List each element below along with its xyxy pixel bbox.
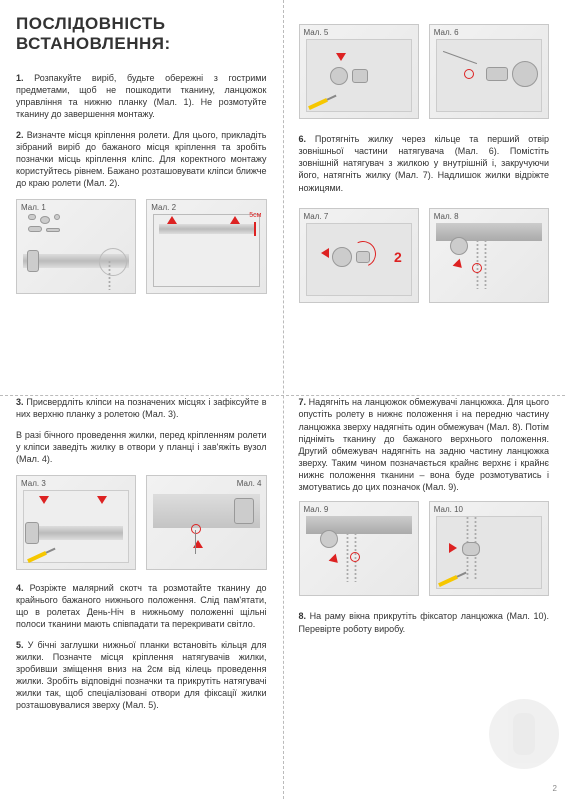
step-8: 8. На раму вікна прикрутіть фіксатор лан…	[299, 610, 550, 634]
step-1: 1. Розпакуйте виріб, будьте обережні з г…	[16, 72, 267, 121]
figure-8-label: Мал. 8	[434, 212, 459, 221]
main-title: ПОСЛІДОВНІСТЬ ВСТАНОВЛЕННЯ:	[16, 14, 267, 54]
watermark-icon	[489, 699, 559, 769]
annot-5cm: 5см	[249, 212, 261, 219]
figure-7: Мал. 7 2	[299, 208, 419, 303]
figure-4: Мал. 4	[146, 475, 266, 570]
fig-row-5-6: Мал. 5 Мал. 6	[299, 24, 550, 119]
figure-2: Мал. 2 5см	[146, 199, 266, 294]
step-3b: В разі бічного проведення жилки, перед к…	[16, 429, 267, 465]
quad-bottom-right: 7. Надягніть на ланцюжок обмежувачі ланц…	[283, 382, 565, 799]
figure-2-label: Мал. 2	[151, 203, 176, 212]
divider-horizontal	[0, 395, 565, 396]
fig-row-1-2: Мал. 1 Мал. 2	[16, 199, 267, 294]
page-number: 2	[553, 784, 557, 793]
quad-bottom-left: 3. Присвердліть кліпси на позначених міс…	[0, 382, 283, 799]
figure-1: Мал. 1	[16, 199, 136, 294]
figure-3-label: Мал. 3	[21, 479, 46, 488]
figure-7-label: Мал. 7	[304, 212, 329, 221]
figure-3: Мал. 3	[16, 475, 136, 570]
step-7: 7. Надягніть на ланцюжок обмежувачі ланц…	[299, 396, 550, 493]
quad-top-right: Мал. 5 Мал. 6 6	[283, 0, 565, 382]
figure-6: Мал. 6	[429, 24, 549, 119]
figure-6-label: Мал. 6	[434, 28, 459, 37]
figure-9-label: Мал. 9	[304, 505, 329, 514]
step-5: 5. У бічні заглушки нижньої планки встан…	[16, 639, 267, 712]
figure-10: Мал. 10	[429, 501, 549, 596]
figure-5-label: Мал. 5	[304, 28, 329, 37]
figure-9: Мал. 9	[299, 501, 419, 596]
quad-top-left: ПОСЛІДОВНІСТЬ ВСТАНОВЛЕННЯ: 1. Розпакуйт…	[0, 0, 283, 382]
figure-10-label: Мал. 10	[434, 505, 463, 514]
fig-row-9-10: Мал. 9 Мал. 10	[299, 501, 550, 596]
step-2: 2. Визначте місця кріплення ролети. Для …	[16, 129, 267, 190]
fig-row-3-4: Мал. 3 Мал. 4	[16, 475, 267, 570]
fig-row-7-8: Мал. 7 2 Мал. 8	[299, 208, 550, 303]
step-3a: 3. Присвердліть кліпси на позначених міс…	[16, 396, 267, 420]
figure-5: Мал. 5	[299, 24, 419, 119]
figure-4-label: Мал. 4	[237, 479, 262, 488]
figure-1-label: Мал. 1	[21, 203, 46, 212]
figure-8: Мал. 8	[429, 208, 549, 303]
annot-2: 2	[394, 249, 402, 265]
divider-vertical	[283, 0, 284, 799]
step-6: 6. Протягніть жилку через кільце та перш…	[299, 133, 550, 194]
step-4: 4. Розріжте малярний скотч та розмотайте…	[16, 582, 267, 631]
